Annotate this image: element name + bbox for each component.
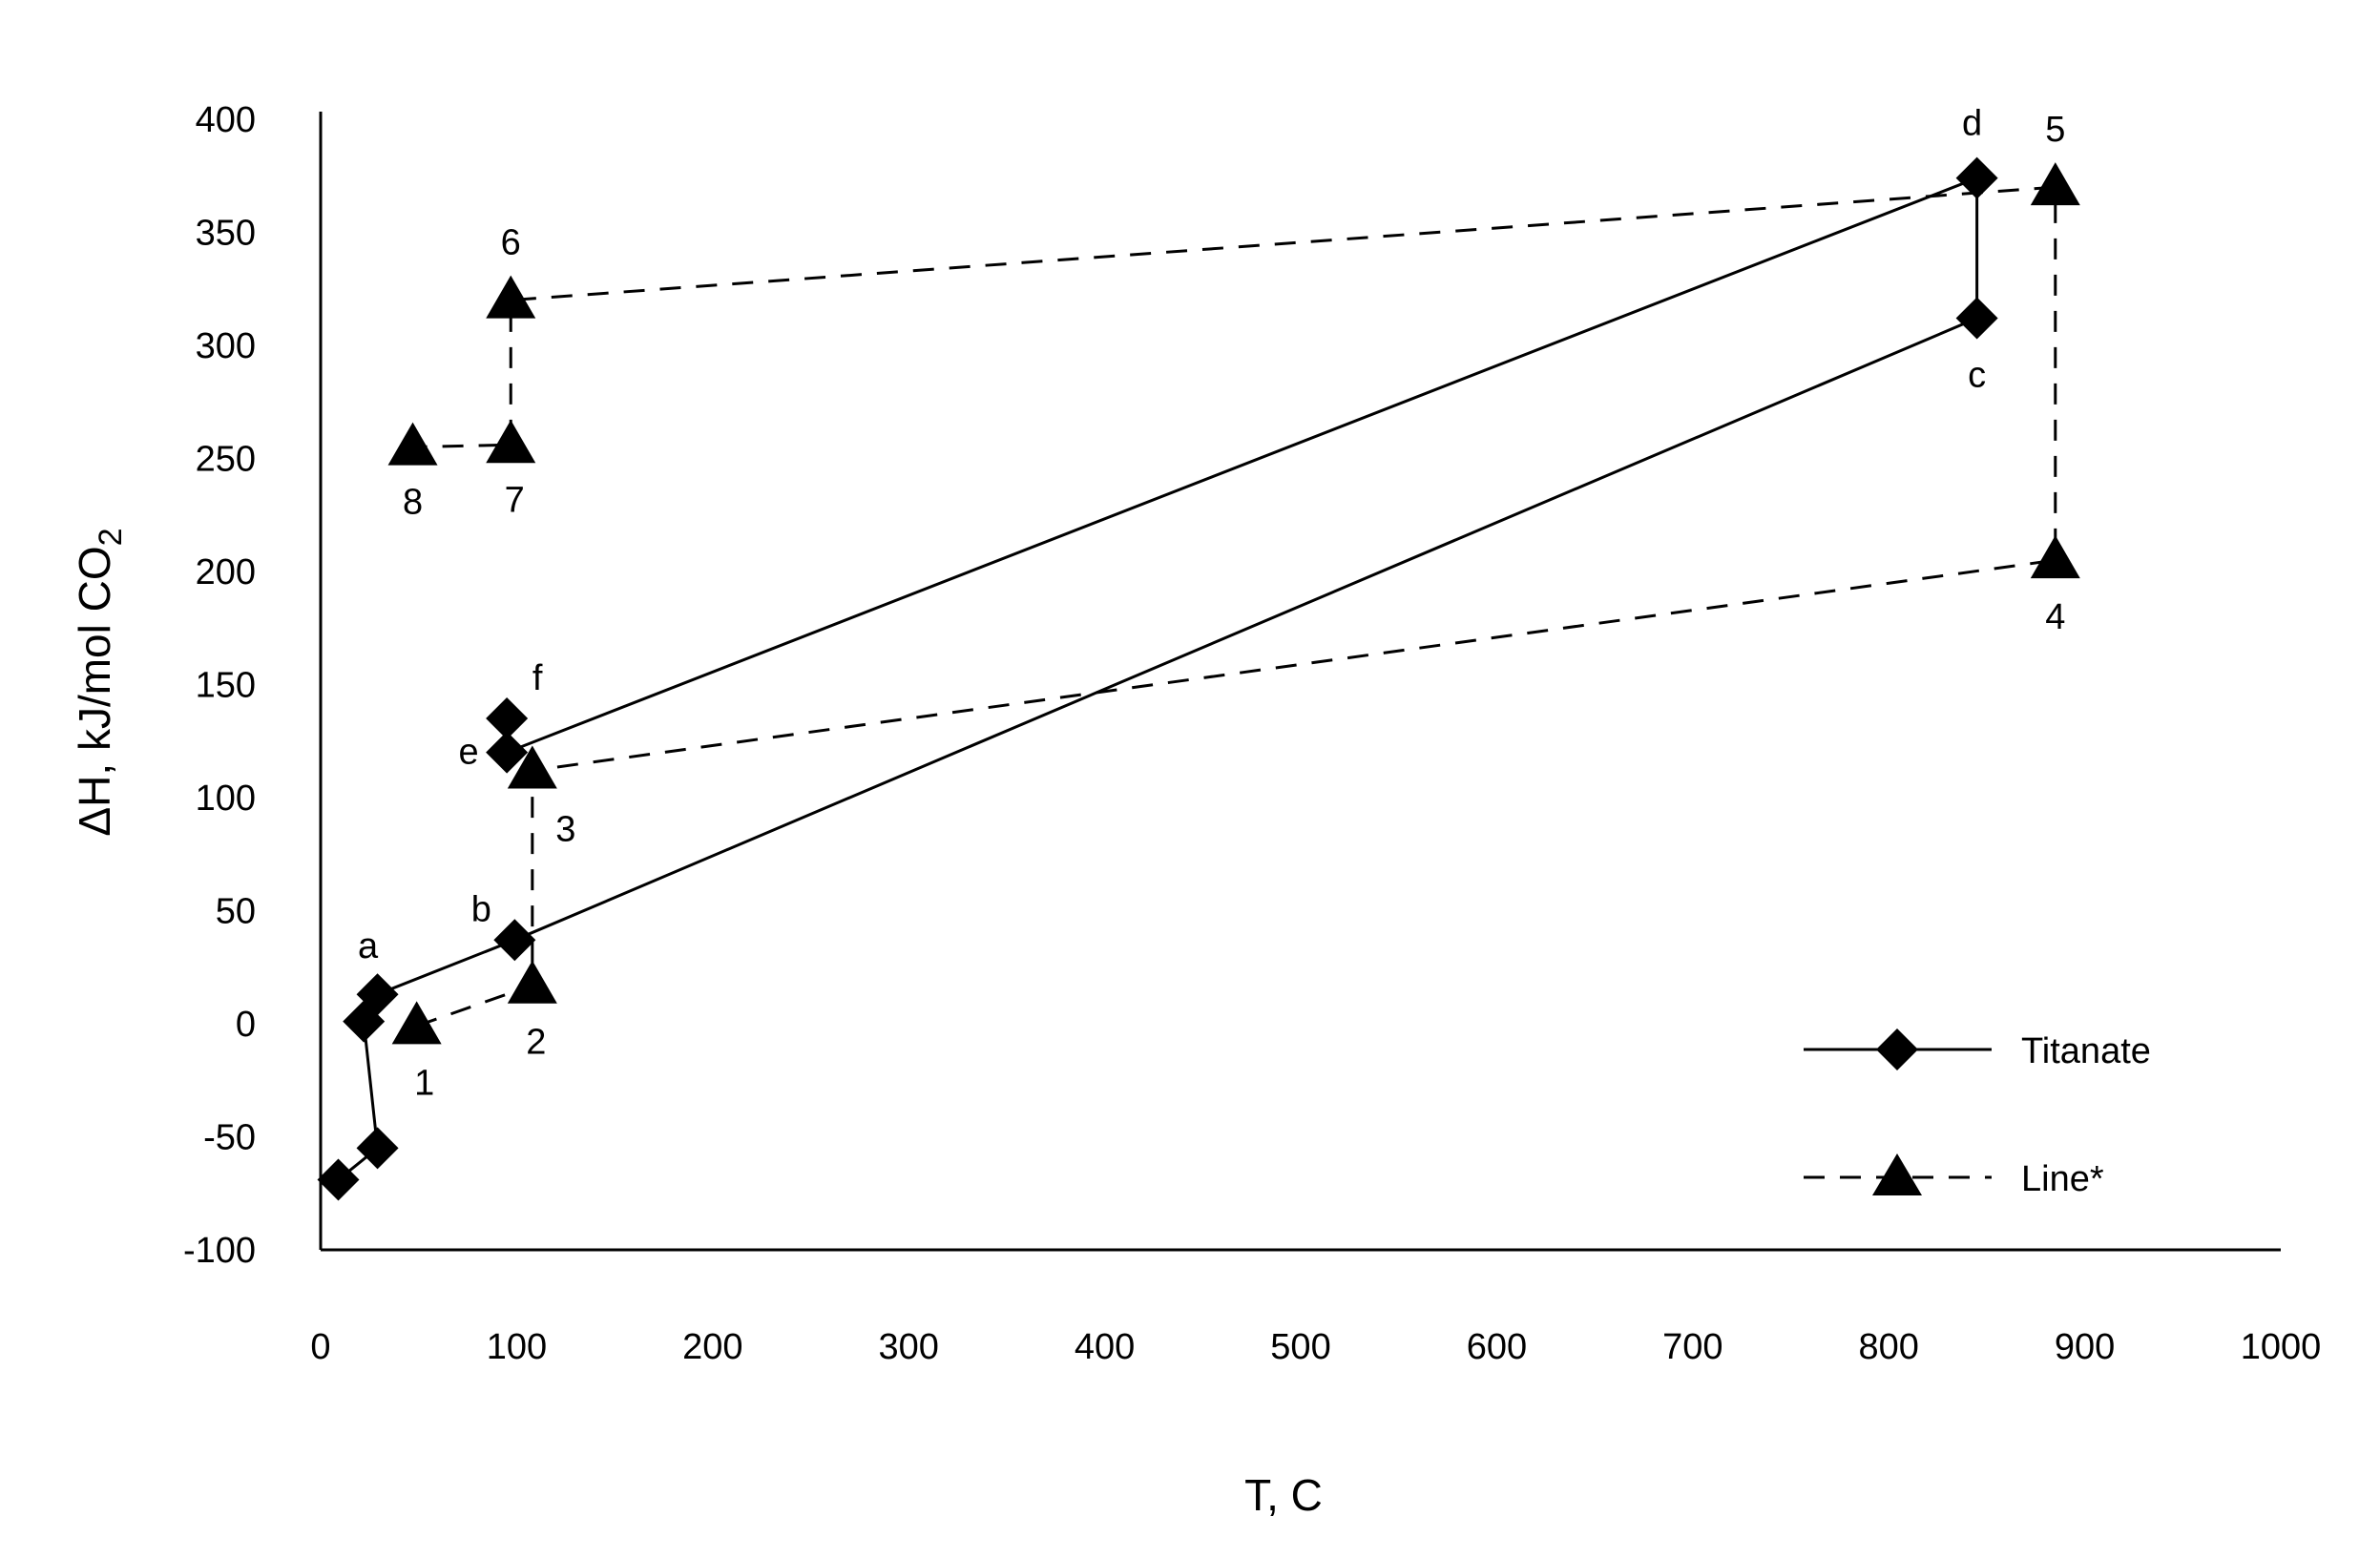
data-point-diamond [357,1127,399,1169]
y-tick-label: 250 [196,440,256,480]
x-tick-label: 500 [1270,1327,1330,1367]
data-point-diamond [486,697,528,739]
legend-marker-titanate [1876,1028,1918,1070]
x-tick-label: 600 [1467,1327,1527,1367]
data-point-triangle [2031,162,2080,205]
series-markers [317,157,2079,1201]
point-label: f [532,658,543,698]
y-axis-title: ΔH, kJ/mol CO2 [70,528,129,836]
point-label: d [1962,104,1982,144]
point-label: 4 [2045,597,2065,637]
x-tick-label: 200 [682,1327,742,1367]
data-point-diamond [493,919,535,961]
point-label: 2 [526,1023,546,1063]
y-tick-label: 350 [196,214,256,254]
point-label: 6 [501,223,521,263]
x-tick-label: 900 [2055,1327,2115,1367]
y-tick-label: -50 [203,1118,256,1158]
y-tick-label: 150 [196,666,256,706]
point-label: c [1968,356,1986,396]
x-tick-label: 800 [1858,1327,1918,1367]
y-tick-label: -100 [183,1231,256,1271]
y-axis-title-subscript: 2 [93,528,129,546]
point-labels: a b c d e f 1 2 3 4 5 6 7 8 [358,104,2065,1104]
y-tick-label: 0 [236,1005,256,1045]
point-label: 7 [505,480,525,520]
x-tick-label: 0 [310,1327,330,1367]
legend-label-line: Line* [2021,1159,2104,1199]
y-tick-label: 100 [196,779,256,819]
data-point-diamond [1956,298,1998,340]
y-tick-label: 300 [196,326,256,366]
y-axis: 400 350 300 250 200 150 100 50 0 -50 -100 [183,100,321,1271]
y-tick-label: 50 [216,892,256,932]
y-tick-label: 400 [196,100,256,140]
x-axis: 0 100 200 300 400 500 600 700 800 900 1000 [310,1250,2321,1367]
x-axis-title: T, C [1244,1470,1323,1520]
series-line-titanate [338,178,1976,1180]
legend-item-titanate: Titanate [1804,1028,2151,1071]
data-point-triangle [2031,535,2080,578]
series-line-line [413,187,2056,1026]
data-point-triangle [486,276,535,319]
legend-item-line: Line* [1804,1153,2104,1199]
y-tick-label: 200 [196,552,256,592]
x-tick-label: 1000 [2241,1327,2322,1367]
x-tick-labels: 0 100 200 300 400 500 600 700 800 900 1000 [310,1327,2321,1367]
y-axis-title-main: ΔH, kJ/mol CO [70,546,119,836]
x-tick-label: 100 [487,1327,547,1367]
point-label: e [459,733,479,773]
data-point-triangle [486,420,535,463]
data-point-diamond [317,1159,359,1201]
data-point-triangle [508,961,557,1004]
point-label: 1 [414,1063,434,1103]
x-tick-label: 400 [1075,1327,1135,1367]
legend-marker-line [1872,1153,1922,1195]
data-point-triangle [388,423,438,466]
x-tick-label: 300 [878,1327,938,1367]
x-tick-label: 700 [1662,1327,1722,1367]
point-label: 3 [555,810,575,850]
legend-label-titanate: Titanate [2021,1031,2151,1071]
point-label: 8 [403,483,423,523]
data-point-triangle [392,1001,442,1044]
point-label: a [358,926,379,966]
legend: Titanate Line* [1804,1028,2151,1199]
point-label: b [471,889,491,929]
point-label: 5 [2045,110,2065,150]
y-tick-labels: 400 350 300 250 200 150 100 50 0 -50 -100 [183,100,256,1271]
series-lines [338,178,2055,1180]
